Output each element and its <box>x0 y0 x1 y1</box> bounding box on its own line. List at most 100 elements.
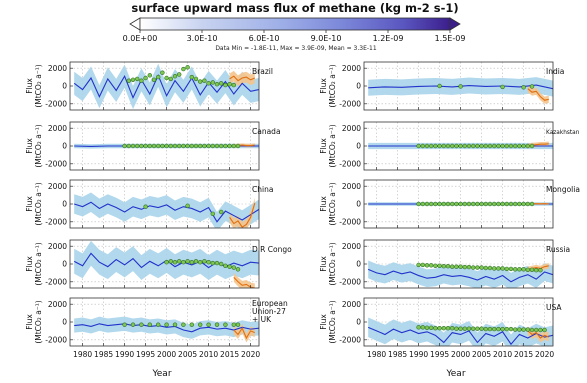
inventory-point <box>228 144 232 148</box>
inventory-point <box>425 202 429 206</box>
inventory-point <box>173 260 177 264</box>
inventory-point <box>467 144 471 148</box>
y-tick-label: 0 <box>356 318 361 327</box>
colorbar-gradient <box>140 18 450 30</box>
inventory-point <box>438 326 442 330</box>
inventory-point <box>509 327 513 331</box>
inventory-point <box>522 144 526 148</box>
inventory-point <box>140 323 144 327</box>
inventory-point <box>123 144 127 148</box>
colorbar-tick-label: 6.0E-10 <box>249 34 280 43</box>
inventory-point <box>131 78 135 82</box>
inventory-point <box>467 202 471 206</box>
inventory-point <box>463 202 467 206</box>
inventory-point <box>459 144 463 148</box>
inventory-point <box>224 144 228 148</box>
inventory-point <box>156 75 160 79</box>
inventory-point <box>198 323 202 327</box>
inventory-point <box>190 260 194 264</box>
x-tick-label: 2020 <box>535 350 554 359</box>
inventory-point <box>526 268 530 272</box>
inventory-point <box>476 327 480 331</box>
inventory-point <box>177 144 181 148</box>
x-tick-label: 2000 <box>157 350 176 359</box>
inventory-point <box>530 202 534 206</box>
inventory-point <box>539 268 543 272</box>
inventory-point <box>509 144 513 148</box>
inventory-point <box>488 202 492 206</box>
x-tick-label: 2005 <box>178 350 197 359</box>
inventory-point <box>198 144 202 148</box>
y-axis-label: Flux(MtCO₂ a⁻¹) <box>25 182 43 225</box>
inventory-point <box>530 144 534 148</box>
inventory-point <box>522 202 526 206</box>
inventory-point <box>505 267 509 271</box>
inventory-point <box>434 144 438 148</box>
inventory-point <box>543 328 547 332</box>
inventory-point <box>173 74 177 78</box>
x-tick-label: 2015 <box>514 350 533 359</box>
y-tick-label: -2000 <box>339 99 361 108</box>
inventory-point <box>463 144 467 148</box>
inventory-point <box>198 260 202 264</box>
x-axis-label-right: Year <box>445 369 465 379</box>
inventory-point <box>518 267 522 271</box>
inventory-point <box>215 323 219 327</box>
inventory-point <box>417 325 421 329</box>
colorbar-title: surface upward mass flux of methane (kg … <box>131 1 458 15</box>
inventory-point <box>450 326 454 330</box>
colorbar: surface upward mass flux of methane (kg … <box>123 1 466 52</box>
inventory-point <box>459 265 463 269</box>
inventory-point <box>152 144 156 148</box>
panel-title: Kazakhstan <box>546 130 580 136</box>
inventory-point <box>211 144 215 148</box>
inventory-point <box>488 327 492 331</box>
inventory-point <box>236 323 240 327</box>
inventory-point <box>471 327 475 331</box>
inventory-point <box>177 73 181 77</box>
inventory-point <box>526 144 530 148</box>
inventory-point <box>476 202 480 206</box>
inventory-point <box>211 212 215 216</box>
inventory-point <box>148 73 152 77</box>
panel-title: Brazil <box>252 67 273 76</box>
inventory-point <box>476 144 480 148</box>
inventory-point <box>182 323 186 327</box>
inventory-point <box>165 323 169 327</box>
colorbar-min-arrow <box>130 18 140 30</box>
inventory-point <box>497 144 501 148</box>
inventory-point <box>203 144 207 148</box>
x-tick-label: 1985 <box>94 350 113 359</box>
y-axis-label: Flux(MtCO₂ a⁻¹) <box>319 300 337 343</box>
inventory-point <box>173 323 177 327</box>
inventory-point <box>534 268 538 272</box>
y-tick-label: 0 <box>356 142 361 151</box>
inventory-point <box>228 265 232 269</box>
inventory-point <box>177 259 181 263</box>
inventory-point <box>476 266 480 270</box>
inventory-point <box>224 83 228 87</box>
y-tick-label: 0 <box>62 318 67 327</box>
y-tick-label: 0 <box>356 82 361 91</box>
y-tick-label: 0 <box>62 260 67 269</box>
inventory-point <box>480 266 484 270</box>
inventory-point <box>429 144 433 148</box>
x-tick-label: 2000 <box>451 350 470 359</box>
inventory-point <box>161 71 165 75</box>
inventory-point <box>501 85 505 89</box>
inventory-point <box>182 144 186 148</box>
inventory-point <box>459 327 463 331</box>
colorbar-tick-label: 3.0E-10 <box>187 34 218 43</box>
inventory-point <box>530 328 534 332</box>
inventory-point <box>186 65 190 69</box>
inventory-point <box>434 202 438 206</box>
inventory-point <box>434 264 438 268</box>
y-tick-label: 2000 <box>342 300 361 309</box>
y-tick-label: 2000 <box>342 182 361 191</box>
x-tick-label: 2020 <box>241 350 260 359</box>
